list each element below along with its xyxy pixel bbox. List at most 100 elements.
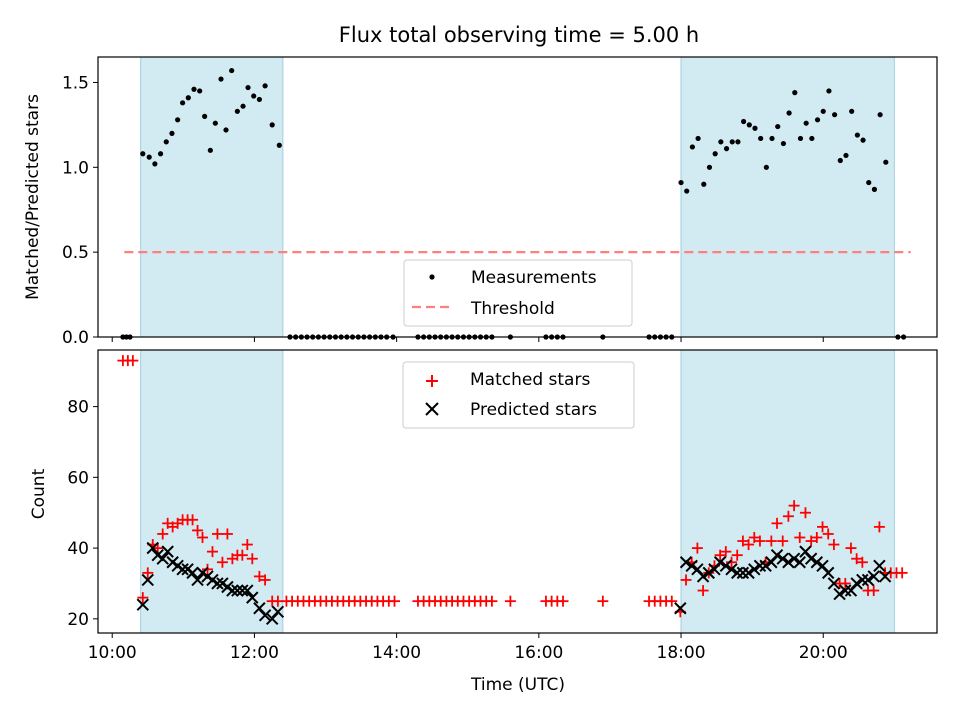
measurement-point [163, 139, 169, 145]
measurement-point [792, 90, 798, 96]
ratio-axes-frame [97, 56, 938, 338]
measurement-point [197, 88, 203, 94]
predicted-star-point [186, 566, 199, 580]
matched-star-point [253, 570, 265, 582]
measurement-point [809, 135, 815, 142]
x-tick-label: 20:00 [799, 643, 848, 663]
y-tick-label: 40 [67, 539, 89, 559]
measurement-point [701, 181, 707, 187]
measurement-point [146, 154, 152, 160]
matched-star-point [597, 595, 609, 607]
matched-star-point [828, 539, 840, 551]
y-tick-label: 1.0 [62, 158, 89, 178]
predicted-star-point [176, 563, 189, 576]
matched-star-point [794, 531, 806, 543]
matched-star-point [743, 539, 755, 551]
matched-star-point [206, 546, 218, 558]
predicted-star-point [713, 556, 727, 569]
ratio-panel: 0.0 0.5 1.0 1.5 Matched/Predicted stars Mea… [23, 56, 938, 348]
matched-star-point [896, 567, 908, 579]
matched-star-point [504, 595, 516, 607]
legend-threshold-label: Threshold [470, 299, 555, 319]
predicted-star-point [839, 584, 852, 597]
ratio-x-ticks [111, 337, 824, 342]
matched-star-point [754, 535, 766, 547]
measurement-point [849, 108, 855, 114]
measurement-point [175, 117, 181, 123]
measurement-point [180, 100, 186, 106]
predicted-star-point [141, 573, 154, 587]
measurement-point [814, 117, 821, 123]
predicted-star-point [719, 559, 733, 572]
matched-star-point [236, 549, 248, 561]
measurement-point [843, 152, 849, 159]
measurement-point [854, 132, 860, 138]
chart-title: Flux total observing time = 5.00 h [339, 23, 699, 47]
predicted-stars-points [136, 541, 892, 626]
measurement-point [837, 157, 843, 164]
matched-star-point [221, 528, 233, 540]
matched-star-point [697, 585, 709, 597]
matched-star-point [241, 539, 253, 551]
measurement-point [752, 125, 758, 131]
matched-star-point [259, 574, 271, 586]
y-tick-label: 1.5 [62, 73, 89, 93]
measurement-point [803, 120, 809, 126]
count-y-ticks: 20 40 60 80 [67, 398, 98, 630]
measurement-point [826, 88, 832, 94]
matched-star-point [666, 595, 678, 607]
predicted-star-point [258, 609, 272, 622]
matched-star-point [720, 546, 732, 558]
measurement-point [229, 67, 235, 74]
matched-star-point [788, 500, 800, 512]
predicted-star-point [679, 556, 693, 569]
matched-star-point [557, 595, 569, 607]
matched-stars-points [117, 355, 908, 618]
matched-star-point [731, 549, 743, 561]
matched-star-point [137, 592, 149, 604]
matched-star-point [726, 556, 738, 568]
matched-star-point [216, 556, 228, 568]
count-legend-box [402, 361, 635, 429]
predicted-star-point [736, 566, 750, 580]
measurement-point [718, 139, 724, 145]
predicted-star-point [770, 548, 784, 562]
observing-window [680, 349, 895, 634]
measurement-point [234, 108, 240, 114]
matched-star-point [782, 510, 794, 522]
measurement-point [877, 112, 883, 118]
measurement-point [735, 139, 741, 145]
measurement-point [871, 186, 878, 192]
measurement-point [775, 123, 781, 130]
measurement-point [157, 151, 164, 157]
measurement-point [741, 118, 747, 125]
measurement-point [207, 147, 213, 153]
predicted-star-point [804, 552, 818, 565]
predicted-star-point [146, 541, 159, 555]
predicted-star-point [685, 559, 698, 572]
legend-matched-label: Matched stars [470, 370, 590, 390]
matched-star-point [856, 556, 868, 568]
predicted-star-point [674, 602, 687, 615]
measurement-point [212, 120, 218, 126]
measurement-point [276, 142, 282, 148]
matched-star-point [691, 542, 703, 554]
predicted-star-point [231, 584, 244, 597]
matched-star-point [211, 528, 223, 540]
matched-star-point [799, 507, 811, 519]
y-tick-label: 0.5 [62, 243, 89, 263]
observing-windows [140, 56, 895, 338]
matched-star-point [805, 535, 817, 547]
matched-star-point [839, 577, 851, 589]
observing-window [140, 56, 284, 338]
measurement-point [712, 151, 718, 157]
predicted-star-point [776, 552, 789, 565]
matched-star-point [680, 574, 692, 586]
measurement-point [786, 110, 792, 116]
matched-star-point [771, 517, 783, 529]
x-tick-label: 18:00 [657, 643, 706, 663]
matched-star-point [811, 531, 823, 543]
matched-star-point [845, 542, 857, 554]
measurement-point [185, 95, 191, 101]
